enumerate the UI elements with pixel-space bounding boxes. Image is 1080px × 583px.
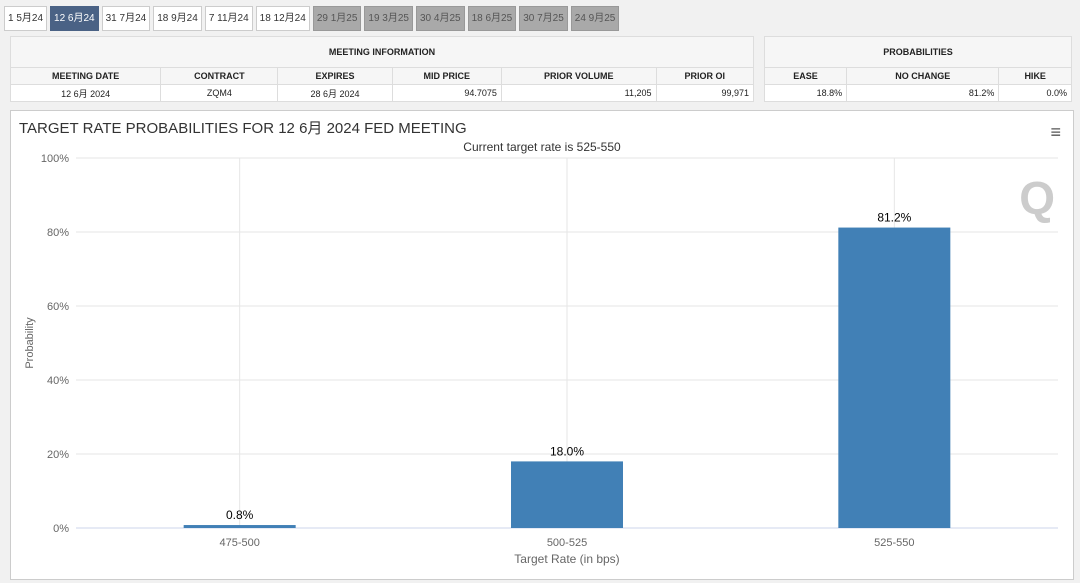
table-cell: 81.2% <box>846 84 1000 102</box>
y-tick-label: 100% <box>41 153 69 165</box>
table-cell: 94.7075 <box>391 84 502 102</box>
y-tick-label: 80% <box>47 227 69 239</box>
bar-chart: 0% 20% 40% 60% 80% 100% 0.8% 475-500 18.0% 500-52… <box>24 153 1058 566</box>
chart-panel: TARGET RATE PROBABILITIES FOR 12 6月 2024… <box>10 110 1074 580</box>
chart-subtitle: Current target rate is 525-550 <box>463 140 621 154</box>
column-header: HIKE <box>998 67 1072 85</box>
meeting-tabs: 1 5月24 12 6月24 31 7月24 18 9月24 7 11月24 18 12月… <box>4 6 620 31</box>
chart-title: TARGET RATE PROBABILITIES FOR 12 6月 2024… <box>19 120 467 137</box>
tab-meeting-1[interactable]: 12 6月24 <box>50 6 99 31</box>
probabilities-caption: PROBABILITIES <box>764 36 1072 68</box>
tab-meeting-6[interactable]: 29 1月25 <box>312 6 362 31</box>
column-header: PRIOR VOLUME <box>500 67 657 85</box>
table-cell: 18.8% <box>763 84 848 102</box>
column-header: PRIOR OI <box>655 67 754 85</box>
table-cell: ZQM4 <box>160 84 279 102</box>
y-tick-label: 20% <box>47 449 69 461</box>
hamburger-menu-icon[interactable]: ≡ <box>1050 122 1061 142</box>
tab-meeting-10[interactable]: 30 7月25 <box>519 6 568 31</box>
logo-icon: Q <box>1019 172 1055 224</box>
x-tick-label: 525-550 <box>874 537 914 549</box>
tab-meeting-8[interactable]: 30 4月25 <box>416 6 465 31</box>
table-cell: 99,971 <box>655 84 754 102</box>
table-cell: 28 6月 2024 <box>277 84 393 102</box>
bar <box>838 227 951 528</box>
tab-meeting-11[interactable]: 24 9月25 <box>570 6 620 31</box>
bar <box>511 461 623 528</box>
probabilities-table: PROBABILITIES EASE NO CHANGE HIKE 18.8% 81.2… <box>763 36 1072 102</box>
bar <box>183 525 296 528</box>
meeting-info-caption: MEETING INFORMATION <box>10 36 754 68</box>
column-header: EXPIRES <box>277 67 393 85</box>
data-label: 18.0% <box>550 444 584 458</box>
column-header: MEETING DATE <box>9 67 162 85</box>
tab-meeting-9[interactable]: 18 6月25 <box>467 6 517 31</box>
column-header: CONTRACT <box>160 67 279 85</box>
table-cell: 12 6月 2024 <box>9 84 162 102</box>
tab-meeting-5[interactable]: 18 12月24 <box>255 6 310 31</box>
column-header: MID PRICE <box>391 67 502 85</box>
y-axis-label: Probability <box>24 317 36 369</box>
table-cell: 0.0% <box>998 84 1072 102</box>
tab-meeting-2[interactable]: 31 7月24 <box>101 6 151 31</box>
y-tick-label: 40% <box>47 375 69 387</box>
x-tick-label: 500-525 <box>547 537 587 549</box>
tab-meeting-4[interactable]: 7 11月24 <box>204 6 253 31</box>
tab-meeting-3[interactable]: 18 9月24 <box>153 6 202 31</box>
y-tick-label: 0% <box>53 523 69 535</box>
meeting-information-table: MEETING INFORMATION MEETING DATE CONTRACT… <box>9 36 754 102</box>
x-axis-label: Target Rate (in bps) <box>514 552 619 566</box>
column-header: NO CHANGE <box>846 67 1000 85</box>
x-tick-label: 475-500 <box>219 537 259 549</box>
y-tick-label: 60% <box>47 301 69 313</box>
tab-meeting-7[interactable]: 19 3月25 <box>364 6 413 31</box>
table-cell: 11,205 <box>500 84 657 102</box>
column-header: EASE <box>763 67 848 85</box>
tab-meeting-0[interactable]: 1 5月24 <box>4 6 48 31</box>
data-label: 81.2% <box>877 211 911 225</box>
data-label: 0.8% <box>226 508 254 522</box>
